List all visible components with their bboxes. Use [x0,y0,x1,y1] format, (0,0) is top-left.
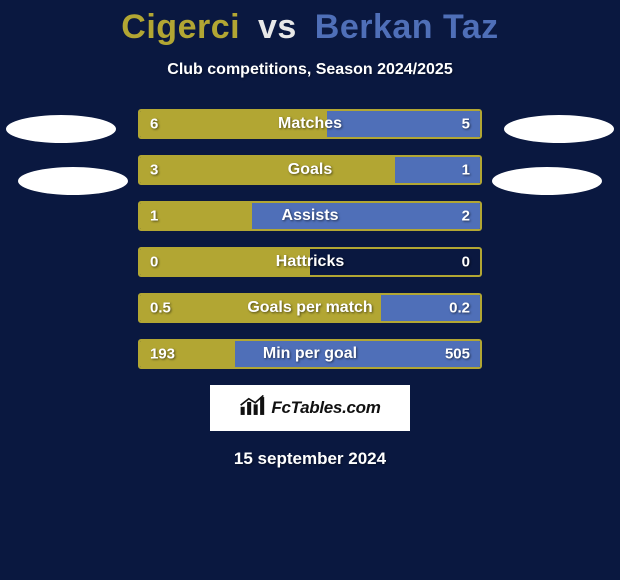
vs-text: vs [258,8,297,46]
stat-value-left: 3 [150,162,158,179]
chart-icon [239,395,265,422]
stat-value-right: 5 [462,116,470,133]
stat-value-right: 1 [462,162,470,179]
player2-name: Berkan Taz [315,8,499,46]
comparison-stage: 65Matches31Goals12Assists00Hattricks0.50… [0,109,620,369]
date-text: 15 september 2024 [0,449,620,469]
stat-label: Min per goal [263,345,357,363]
comparison-title: Cigerci vs Berkan Taz [0,0,620,47]
brand-text: FcTables.com [271,398,380,418]
stat-value-left: 6 [150,116,158,133]
stat-row: 0.5 0.2 Goals per match [138,293,482,323]
player1-badge-placeholder [6,115,116,143]
player1-club-placeholder [18,167,128,195]
stat-value-left: 0 [150,254,158,271]
stat-bars: 65Matches31Goals12Assists00Hattricks0.50… [138,109,482,369]
player1-name: Cigerci [121,8,240,46]
stat-row: 3 1 Goals [138,155,482,185]
stat-fill-right [327,111,480,137]
stat-value-right: 505 [445,346,470,363]
stat-value-right: 0.2 [449,300,470,317]
stat-value-left: 193 [150,346,175,363]
stat-row: 6 5 Matches [138,109,482,139]
stat-row: 1 2 Assists [138,201,482,231]
stat-label: Goals [288,161,332,179]
stat-label: Assists [282,207,339,225]
brand-badge: FcTables.com [210,385,410,431]
stat-value-right: 2 [462,208,470,225]
stat-label: Matches [278,115,342,133]
stat-value-left: 1 [150,208,158,225]
stat-value-right: 0 [462,254,470,271]
subtitle: Club competitions, Season 2024/2025 [0,61,620,79]
stat-row: 193 505 Min per goal [138,339,482,369]
stat-fill-left [140,157,395,183]
stat-value-left: 0.5 [150,300,171,317]
stat-row: 0 0 Hattricks [138,247,482,277]
player2-badge-placeholder [504,115,614,143]
stat-label: Goals per match [247,299,372,317]
player2-club-placeholder [492,167,602,195]
stat-label: Hattricks [276,253,344,271]
